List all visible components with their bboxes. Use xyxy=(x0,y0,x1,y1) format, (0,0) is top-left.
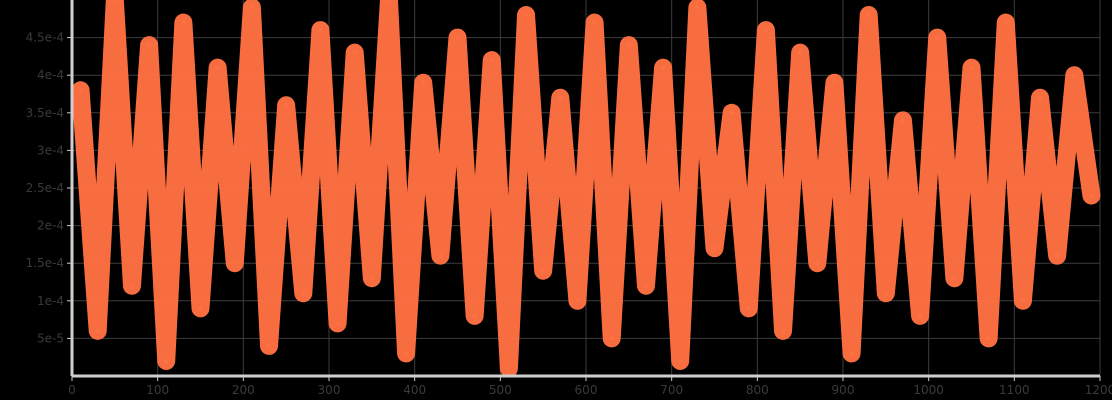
x-tick-label: 1200 xyxy=(1085,383,1112,397)
data-point xyxy=(900,118,905,123)
data-point xyxy=(1055,253,1060,258)
data-point xyxy=(643,283,648,288)
data-point xyxy=(164,358,169,363)
y-tick-label: 3.5e-4 xyxy=(26,106,64,120)
y-tick-label: 2.5e-4 xyxy=(26,181,64,195)
data-point xyxy=(986,336,991,341)
data-point xyxy=(918,313,923,318)
data-point xyxy=(815,261,820,266)
data-point xyxy=(301,291,306,296)
data-point xyxy=(506,366,511,371)
x-tick-label: 600 xyxy=(575,383,598,397)
data-point xyxy=(935,35,940,40)
data-point xyxy=(575,298,580,303)
data-point xyxy=(1089,193,1094,198)
x-tick-label: 400 xyxy=(403,383,426,397)
data-point xyxy=(1020,298,1025,303)
data-point xyxy=(232,261,237,266)
x-tick-label: 900 xyxy=(832,383,855,397)
tick-labels: 0 100 200 300 400 500 600 700 800 900 1000 1100 1200… xyxy=(26,31,1112,397)
data-point xyxy=(866,13,871,18)
y-tick-label: 1.5e-4 xyxy=(26,256,64,270)
data-point xyxy=(781,328,786,333)
x-tick-label: 500 xyxy=(489,383,512,397)
x-tick-label: 1000 xyxy=(913,383,944,397)
x-tick-label: 100 xyxy=(146,383,169,397)
data-point xyxy=(969,65,974,70)
data-point xyxy=(352,50,357,55)
data-point xyxy=(112,0,117,2)
data-point xyxy=(215,65,220,70)
y-tick-label: 4.5e-4 xyxy=(26,31,64,45)
data-point xyxy=(1038,95,1043,100)
data-point xyxy=(541,268,546,273)
data-point xyxy=(318,28,323,33)
series-line xyxy=(71,0,1101,378)
data-point xyxy=(386,0,391,2)
data-point xyxy=(198,306,203,311)
data-point xyxy=(455,35,460,40)
data-point xyxy=(849,351,854,356)
x-tick-label: 1100 xyxy=(999,383,1030,397)
x-tick-label: 0 xyxy=(68,383,76,397)
data-point xyxy=(78,88,83,93)
y-tick-label: 2e-4 xyxy=(37,219,64,233)
data-point xyxy=(404,351,409,356)
data-point xyxy=(952,276,957,281)
y-tick-label: 1e-4 xyxy=(37,294,64,308)
x-tick-label: 300 xyxy=(318,383,341,397)
data-point xyxy=(421,80,426,85)
data-point xyxy=(1003,20,1008,25)
x-tick-label: 700 xyxy=(660,383,683,397)
data-point xyxy=(558,95,563,100)
data-point xyxy=(832,80,837,85)
data-point xyxy=(284,103,289,108)
data-point xyxy=(524,13,529,18)
data-point xyxy=(249,5,254,10)
data-point xyxy=(661,65,666,70)
data-point xyxy=(626,43,631,48)
data-point xyxy=(763,28,768,33)
data-point xyxy=(267,343,272,348)
series-group xyxy=(71,0,1101,378)
data-point xyxy=(489,58,494,63)
y-tick-label: 3e-4 xyxy=(37,143,64,157)
data-point xyxy=(369,276,374,281)
data-point xyxy=(95,328,100,333)
data-point xyxy=(1072,73,1077,78)
data-point xyxy=(609,336,614,341)
data-point xyxy=(712,246,717,251)
y-tick-label: 5e-5 xyxy=(37,331,64,345)
x-tick-label: 800 xyxy=(746,383,769,397)
data-point xyxy=(147,43,152,48)
y-tick-label: 4e-4 xyxy=(37,68,64,82)
data-point xyxy=(695,5,700,10)
axes xyxy=(67,0,1101,381)
data-point xyxy=(438,253,443,258)
data-point xyxy=(472,313,477,318)
data-point xyxy=(883,291,888,296)
data-point xyxy=(129,283,134,288)
data-point xyxy=(729,110,734,115)
data-point xyxy=(335,321,340,326)
data-point xyxy=(798,50,803,55)
data-point xyxy=(181,20,186,25)
x-tick-label: 200 xyxy=(232,383,255,397)
data-point xyxy=(678,358,683,363)
data-point xyxy=(746,306,751,311)
data-point xyxy=(592,20,597,25)
